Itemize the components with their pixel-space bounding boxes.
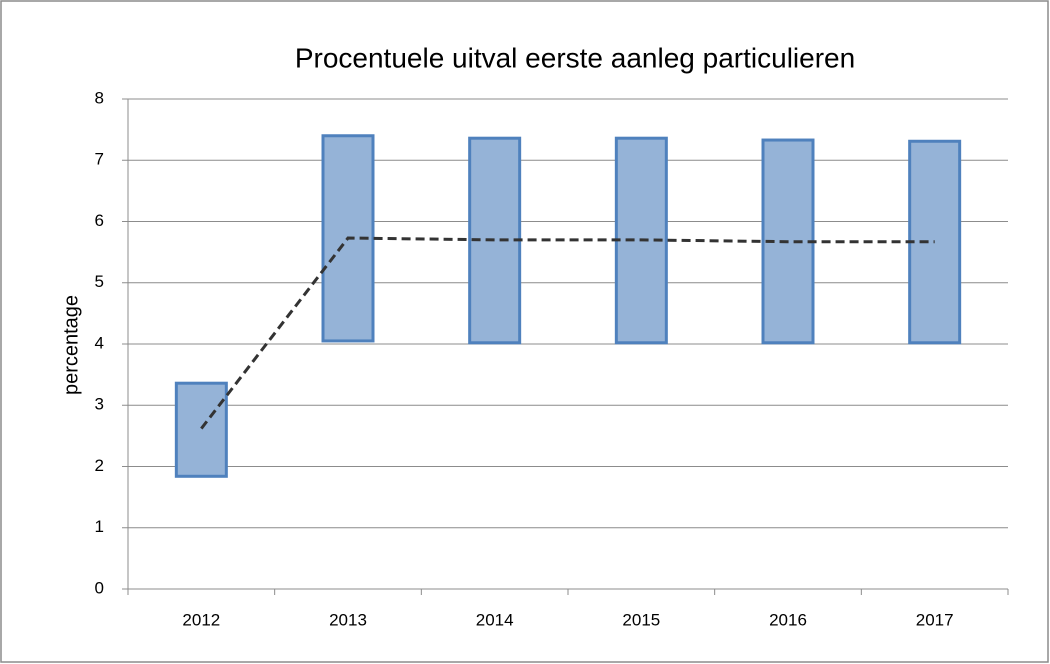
x-tick-label: 2013 bbox=[329, 610, 367, 629]
y-tick-label: 1 bbox=[95, 517, 104, 536]
x-tick-label: 2014 bbox=[476, 610, 514, 629]
range-bar bbox=[174, 381, 228, 478]
y-tick-label: 3 bbox=[95, 395, 104, 414]
y-tick-label: 4 bbox=[95, 333, 104, 352]
chart-title: Procentuele uitval eerste aanleg particu… bbox=[295, 42, 855, 73]
y-axis-label: percentage bbox=[60, 295, 82, 395]
x-tick-label: 2012 bbox=[182, 610, 220, 629]
y-tick-label: 5 bbox=[95, 272, 104, 291]
y-tick-label: 8 bbox=[95, 88, 104, 107]
x-tick-label: 2017 bbox=[916, 610, 954, 629]
y-tick-label: 6 bbox=[95, 211, 104, 230]
mean-line bbox=[200, 236, 935, 430]
y-tick-label: 7 bbox=[95, 150, 104, 169]
y-tick-label: 2 bbox=[95, 456, 104, 475]
x-tick-label: 2015 bbox=[622, 610, 660, 629]
y-tick-label: 0 bbox=[95, 578, 104, 597]
x-tick-label: 2016 bbox=[769, 610, 807, 629]
